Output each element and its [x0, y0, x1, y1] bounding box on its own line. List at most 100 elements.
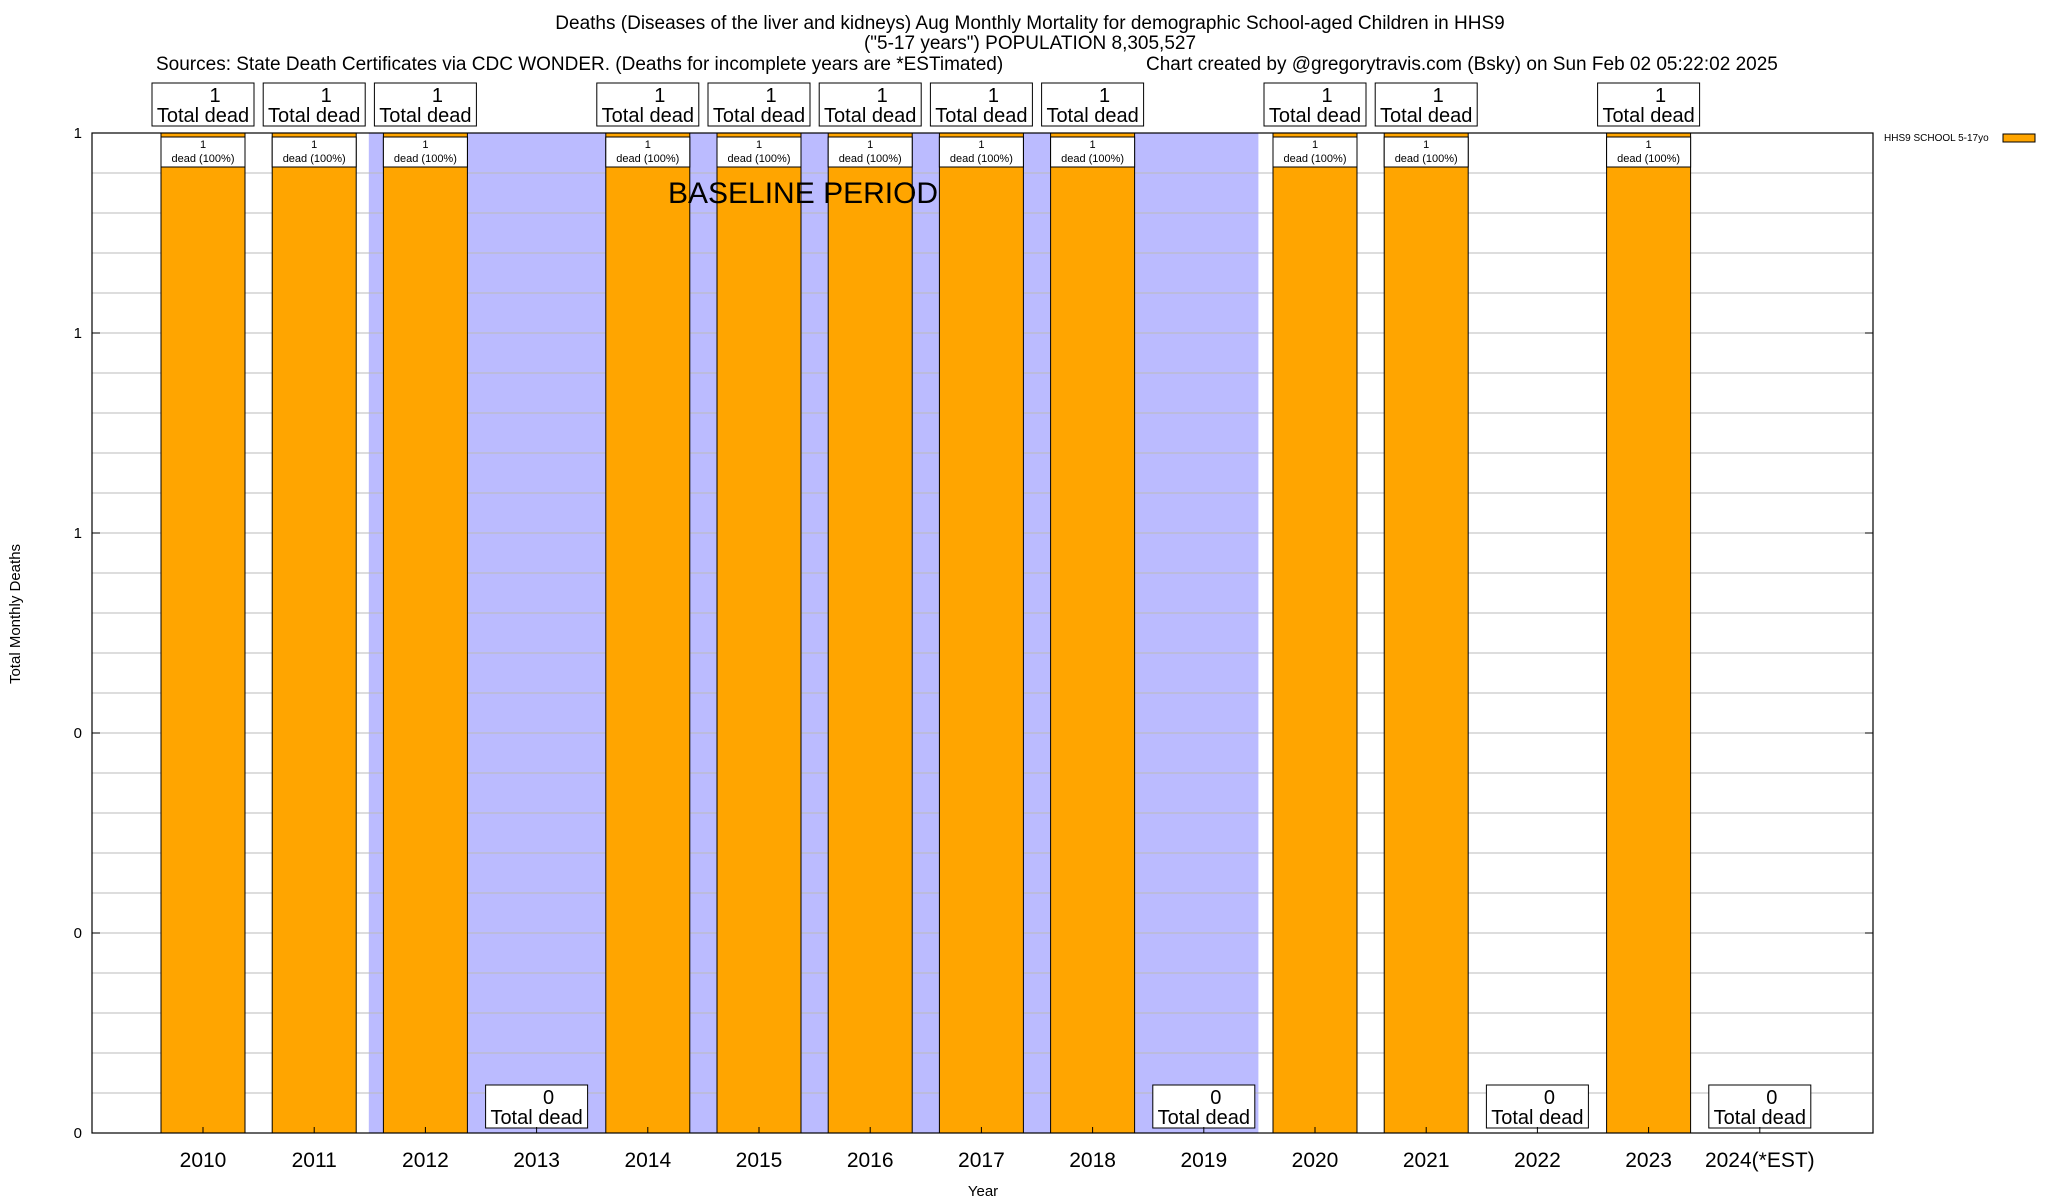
x-tick-label: 2021 [1403, 1149, 1450, 1172]
x-tick-label: 2018 [1069, 1149, 1116, 1172]
bar [160, 132, 246, 1134]
baseline-period-label: BASELINE PERIOD [668, 177, 938, 210]
bar-inner-label-box [827, 136, 913, 168]
x-tick-label: 2014 [624, 1149, 671, 1172]
bar [1272, 132, 1358, 1134]
total-label-count: 0 [1210, 1087, 1221, 1109]
x-tick-label: 2016 [847, 1149, 894, 1172]
total-label-box [1041, 82, 1145, 127]
y-tick-label: 0 [74, 925, 82, 942]
bar-inner-label: dead (100%) [394, 153, 457, 165]
bar-inner-count: 1 [1646, 139, 1652, 151]
x-axis-label: Year [968, 1183, 998, 1200]
x-tick-label: 2024(*EST) [1705, 1149, 1815, 1172]
total-label-text: Total dead [935, 105, 1027, 127]
bar-inner-label: dead (100%) [616, 153, 679, 165]
bar-inner-count: 1 [311, 139, 317, 151]
bar-inner-count: 1 [200, 139, 206, 151]
sources-note: Sources: State Death Certificates via CD… [156, 54, 1004, 75]
chart-credit: Chart created by @gregorytravis.com (Bsk… [1146, 54, 1778, 75]
total-label-box [151, 82, 255, 127]
total-label-text: Total dead [602, 105, 694, 127]
total-label-box [1485, 1084, 1589, 1129]
x-tick-label: 2022 [1514, 1149, 1561, 1172]
x-tick-label: 2012 [402, 1149, 449, 1172]
x-tick-label: 2011 [292, 1149, 337, 1172]
bar [1606, 132, 1692, 1134]
bar [1383, 132, 1469, 1134]
bar-inner-label: dead (100%) [1395, 153, 1458, 165]
y-tick-label: 1 [74, 325, 82, 342]
total-label-text: Total dead [824, 105, 916, 127]
total-label-text: Total dead [1380, 105, 1472, 127]
total-label-count: 0 [543, 1087, 554, 1109]
bar [382, 132, 468, 1134]
total-label-count: 1 [1433, 85, 1444, 107]
total-label-text: Total dead [1714, 1107, 1806, 1129]
axes: 0 0 0 1 1 1 2010 2011 2012 2013 2014 2015 2016 2017 20… [74, 125, 1874, 1172]
total-label-box [485, 1084, 589, 1129]
bar-inner-label-box [1272, 136, 1358, 168]
total-label-count: 1 [321, 85, 332, 107]
bar-inner-label: dead (100%) [839, 153, 902, 165]
legend-swatch [2002, 133, 2036, 143]
bar-inner-count: 1 [756, 139, 762, 151]
total-label-count: 1 [877, 85, 888, 107]
bar [271, 132, 357, 1134]
total-label-count: 1 [432, 85, 443, 107]
bar-inner-label-box [1606, 136, 1692, 168]
x-tick-label: 2013 [513, 1149, 560, 1172]
total-label-box [1263, 82, 1367, 127]
bar-inner-label-box [605, 136, 691, 168]
total-label-text: Total dead [713, 105, 805, 127]
total-label-box [1374, 82, 1478, 127]
legend-label: HHS9 SCHOOL 5-17yo [1884, 133, 1989, 144]
bar-inner-label-box [382, 136, 468, 168]
y-tick-label: 0 [74, 725, 82, 742]
bar-inner-label-box [716, 136, 802, 168]
total-label-text: Total dead [1602, 105, 1694, 127]
total-label-box [1597, 82, 1701, 127]
x-tick-label: 2020 [1292, 1149, 1339, 1172]
y-tick-label: 0 [74, 1125, 82, 1142]
bar-inner-count: 1 [867, 139, 873, 151]
bar-inner-count: 1 [1312, 139, 1318, 151]
plot-frame [91, 132, 1874, 1134]
total-label-count: 1 [765, 85, 776, 107]
total-label-box [1152, 1084, 1256, 1129]
total-label-box [1708, 1084, 1812, 1129]
bar-inner-label-box [1383, 136, 1469, 168]
bar [827, 132, 913, 1134]
total-label-count: 0 [1766, 1087, 1777, 1109]
total-label-box [373, 82, 477, 127]
bar-inner-count: 1 [1090, 139, 1096, 151]
x-tick-label: 2017 [958, 1149, 1005, 1172]
y-tick-label: 1 [74, 525, 82, 542]
total-label-box [262, 82, 366, 127]
bar-inner-label: dead (100%) [950, 153, 1013, 165]
bar-inner-count: 1 [645, 139, 651, 151]
bar-inner-label: dead (100%) [283, 153, 346, 165]
total-label-count: 1 [1321, 85, 1332, 107]
x-tick-label: 2019 [1180, 1149, 1227, 1172]
x-tick-label: 2015 [736, 1149, 783, 1172]
x-tick-label: 2010 [180, 1149, 227, 1172]
y-tick-label: 1 [74, 125, 82, 142]
total-label-box [596, 82, 700, 127]
bar-inner-label-box [938, 136, 1024, 168]
total-label-box [707, 82, 811, 127]
bar-inner-label-box [160, 136, 246, 168]
bar-inner-label: dead (100%) [728, 153, 791, 165]
legend: HHS9 SCHOOL 5-17yo [1884, 133, 2036, 144]
total-label-text: Total dead [1491, 1107, 1583, 1129]
bar-inner-label: dead (100%) [1284, 153, 1347, 165]
total-label-box [929, 82, 1033, 127]
x-tick-label: 2023 [1625, 1149, 1672, 1172]
bar [605, 132, 691, 1134]
bar [1050, 132, 1136, 1134]
bar [938, 132, 1024, 1134]
bar-inner-label: dead (100%) [1061, 153, 1124, 165]
bar-inner-count: 1 [978, 139, 984, 151]
total-label-count: 1 [209, 85, 220, 107]
